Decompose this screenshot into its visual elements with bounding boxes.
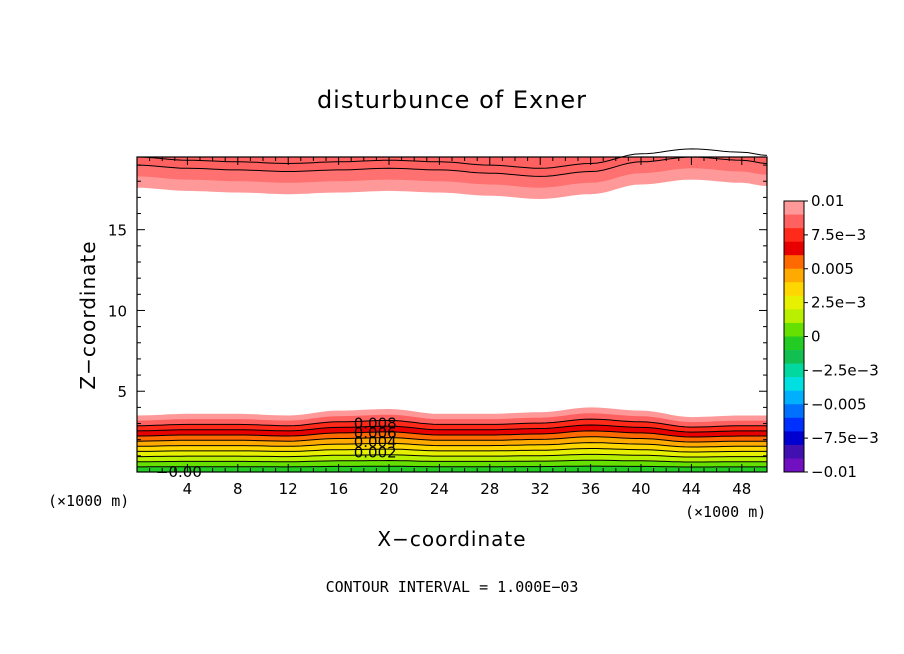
colorbar-segment <box>784 241 804 256</box>
bottom-contour-4 <box>137 448 767 453</box>
colorbar-segment <box>784 295 804 310</box>
x-tick-label: 24 <box>430 480 449 498</box>
colorbar-segment <box>784 417 804 432</box>
colorbar-label: −0.005 <box>811 395 867 413</box>
x-tick-label: 44 <box>682 480 701 498</box>
x-tick-label: 36 <box>581 480 600 498</box>
colorbar-segment <box>784 201 804 215</box>
colorbar-segment <box>784 458 804 473</box>
colorbar-segment <box>784 309 804 324</box>
colorbar-segment <box>784 268 804 283</box>
x-tick-label: 4 <box>183 480 193 498</box>
colorbar-label: 0.005 <box>811 260 854 278</box>
x-tick-label: 16 <box>329 480 348 498</box>
colorbar-segment <box>784 390 804 405</box>
x-tick-label: 48 <box>732 480 751 498</box>
colorbar-segment <box>784 322 804 337</box>
bottom-contour-6 <box>136 436 767 443</box>
colorbar-label: 0.01 <box>811 192 844 210</box>
x-unit-right: (×1000 m) <box>685 503 767 521</box>
top-band-2 <box>137 157 767 177</box>
bottom-contour-2 <box>137 459 767 463</box>
contour-label: 0.002 <box>354 444 397 462</box>
bottom-contour-5 <box>137 442 767 448</box>
top-contour-0 <box>136 156 768 177</box>
bottom-contour-9 <box>137 418 767 428</box>
bottom-contour-8 <box>136 424 767 433</box>
bottom-contour-7 <box>137 430 767 438</box>
x-tick-label: 20 <box>379 480 398 498</box>
colorbar-label: 0 <box>811 328 821 346</box>
colorbar-segment <box>784 363 804 378</box>
bottom-contour-3 <box>137 453 767 458</box>
contour-label: 0.006 <box>354 424 397 442</box>
x-tick-label: 32 <box>531 480 550 498</box>
colorbar-segment <box>784 404 804 419</box>
x-tick-label: 8 <box>233 480 243 498</box>
colorbar-segment <box>784 255 804 270</box>
colorbar-segment <box>784 228 804 242</box>
colorbar-segment <box>784 282 804 297</box>
y-tick-label: 5 <box>117 383 127 401</box>
x-unit-left: (×1000 m) <box>48 492 130 510</box>
y-tick-label: 15 <box>108 222 127 240</box>
colorbar-label: −7.5e−3 <box>811 429 879 447</box>
y-tick-label: 10 <box>108 302 127 320</box>
colorbar-segment <box>784 214 804 229</box>
colorbar-segment <box>784 444 804 459</box>
contour-label: 0.004 <box>354 433 397 451</box>
colorbar-label: −0.01 <box>811 463 857 481</box>
top-contour-1 <box>136 148 768 169</box>
colorbar-segment <box>784 377 804 391</box>
colorbar-segment <box>784 350 804 364</box>
x-tick-label: 40 <box>631 480 650 498</box>
colorbar-label: −2.5e−3 <box>811 361 879 379</box>
contour-interval-note: CONTOUR INTERVAL = 1.000E−03 <box>325 578 579 596</box>
contour-label: 0.008 <box>354 415 397 433</box>
x-tick-label: 12 <box>279 480 298 498</box>
colorbar-label: 2.5e−3 <box>811 294 866 312</box>
bottom-contour-1 <box>137 465 767 468</box>
colorbar-label: 7.5e−3 <box>811 226 866 244</box>
x-tick-label: 28 <box>480 480 499 498</box>
chart-title: disturbunce of Exner <box>316 86 588 114</box>
colorbar-segment <box>784 336 804 351</box>
colorbar-segment <box>784 431 804 446</box>
x-axis-label: X−coordinate <box>377 527 527 551</box>
